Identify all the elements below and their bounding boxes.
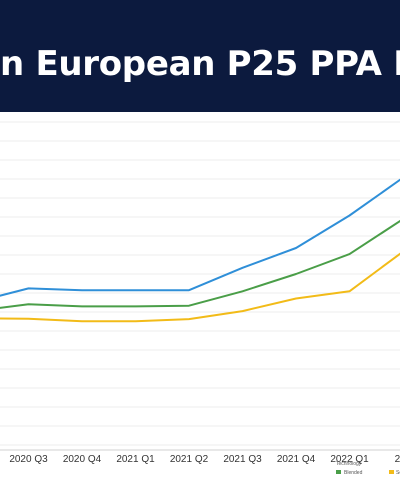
- x-tick-label: 2021 Q4: [277, 454, 316, 465]
- legend-title: Technology: [336, 461, 362, 467]
- series-line-1: [0, 219, 400, 309]
- line-chart: 2020 Q3 2020 Q4 2021 Q1 2021 Q2 2021 Q3 2021 …: [0, 121, 400, 476]
- title-banner: n European P25 PPA Pric: [0, 0, 400, 112]
- series-line-0: [0, 178, 400, 297]
- gridlines: [0, 121, 400, 451]
- x-axis-tick-labels: 2020 Q3 2020 Q4 2021 Q1 2021 Q2 2021 Q3 2021 …: [9, 454, 400, 465]
- x-tick-label: 2022 Q1: [330, 454, 369, 465]
- legend-label-solar: So: [396, 470, 400, 476]
- x-tick-label: 2020 Q3: [9, 454, 48, 465]
- series-line-2: [0, 252, 400, 323]
- chart-area: 2020 Q3 2020 Q4 2021 Q1 2021 Q2 2021 Q3 2021 …: [0, 112, 400, 500]
- x-tick-label: 2021 Q1: [116, 454, 155, 465]
- x-tick-label: 2021 Q2: [170, 454, 209, 465]
- x-tick-label: 2020 Q4: [63, 454, 102, 465]
- legend-swatch-solar: [389, 470, 394, 474]
- chart-title: n European P25 PPA Pric: [0, 44, 400, 84]
- legend: Technology Blended So: [336, 461, 400, 476]
- x-tick-label: 2021 Q3: [223, 454, 262, 465]
- legend-swatch-blended: [336, 470, 341, 474]
- legend-label-blended: Blended: [344, 470, 363, 476]
- series-lines: [0, 178, 400, 323]
- x-tick-label: 202: [395, 454, 400, 465]
